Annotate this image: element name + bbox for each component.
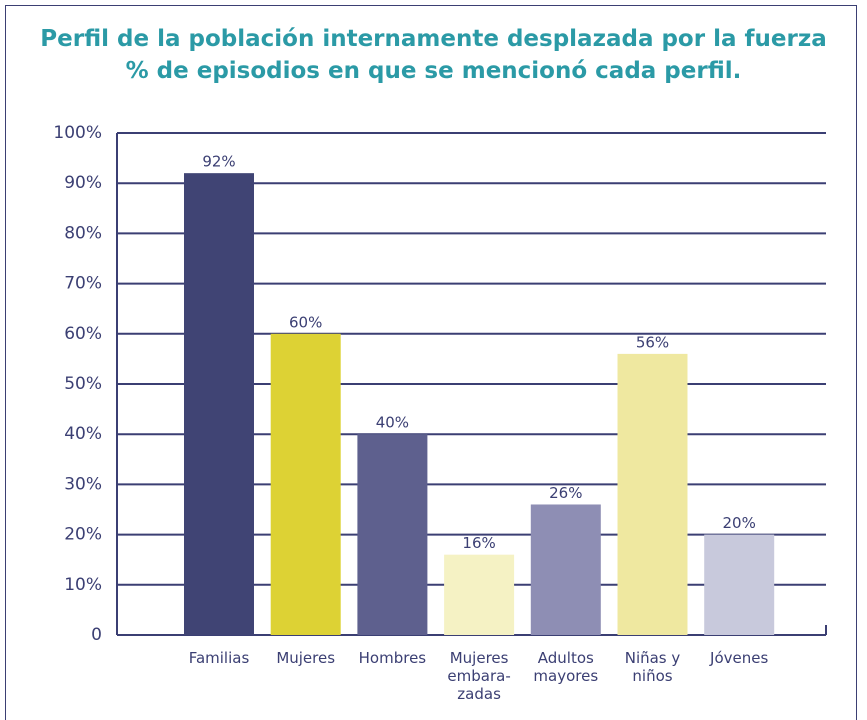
y-tick-label: 80% bbox=[64, 223, 102, 243]
y-tick-label: 0 bbox=[91, 625, 102, 645]
value-label: 60% bbox=[289, 313, 322, 331]
x-tick-label: Mujeres embara- zadas bbox=[447, 649, 511, 703]
bar bbox=[357, 434, 428, 635]
y-tick-label: 70% bbox=[64, 274, 102, 294]
value-label: 56% bbox=[636, 333, 669, 351]
y-tick-label: 90% bbox=[64, 173, 102, 193]
bar bbox=[704, 534, 775, 635]
y-tick-label: 30% bbox=[64, 474, 102, 494]
y-tick-label: 40% bbox=[64, 424, 102, 444]
bar bbox=[444, 554, 515, 635]
frame bbox=[5, 5, 857, 720]
x-tick-label: Familias bbox=[188, 649, 250, 667]
chart-title: Perfil de la población internamente desp… bbox=[40, 26, 827, 52]
y-tick-label: 50% bbox=[64, 374, 102, 394]
value-label: 26% bbox=[549, 484, 582, 502]
bar bbox=[530, 504, 601, 635]
value-label: 16% bbox=[462, 534, 495, 552]
bar bbox=[270, 333, 341, 635]
bar bbox=[617, 353, 688, 635]
value-label: 92% bbox=[202, 153, 235, 171]
x-tick-label: Niñas y niños bbox=[624, 649, 681, 685]
x-tick-label: Hombres bbox=[358, 649, 427, 667]
y-tick-label: 10% bbox=[64, 575, 102, 595]
x-tick-label: Jóvenes bbox=[710, 649, 769, 667]
x-tick-label: Mujeres bbox=[276, 649, 336, 667]
y-tick-label: 100% bbox=[53, 123, 102, 143]
y-tick-label: 20% bbox=[64, 525, 102, 545]
value-label: 20% bbox=[723, 514, 756, 532]
y-tick-label: 60% bbox=[64, 324, 102, 344]
x-tick-label: Adultos mayores bbox=[533, 649, 599, 685]
value-label: 40% bbox=[376, 414, 409, 432]
chart-subtitle: % de episodios en que se mencionó cada p… bbox=[125, 58, 742, 84]
bar bbox=[184, 173, 254, 635]
